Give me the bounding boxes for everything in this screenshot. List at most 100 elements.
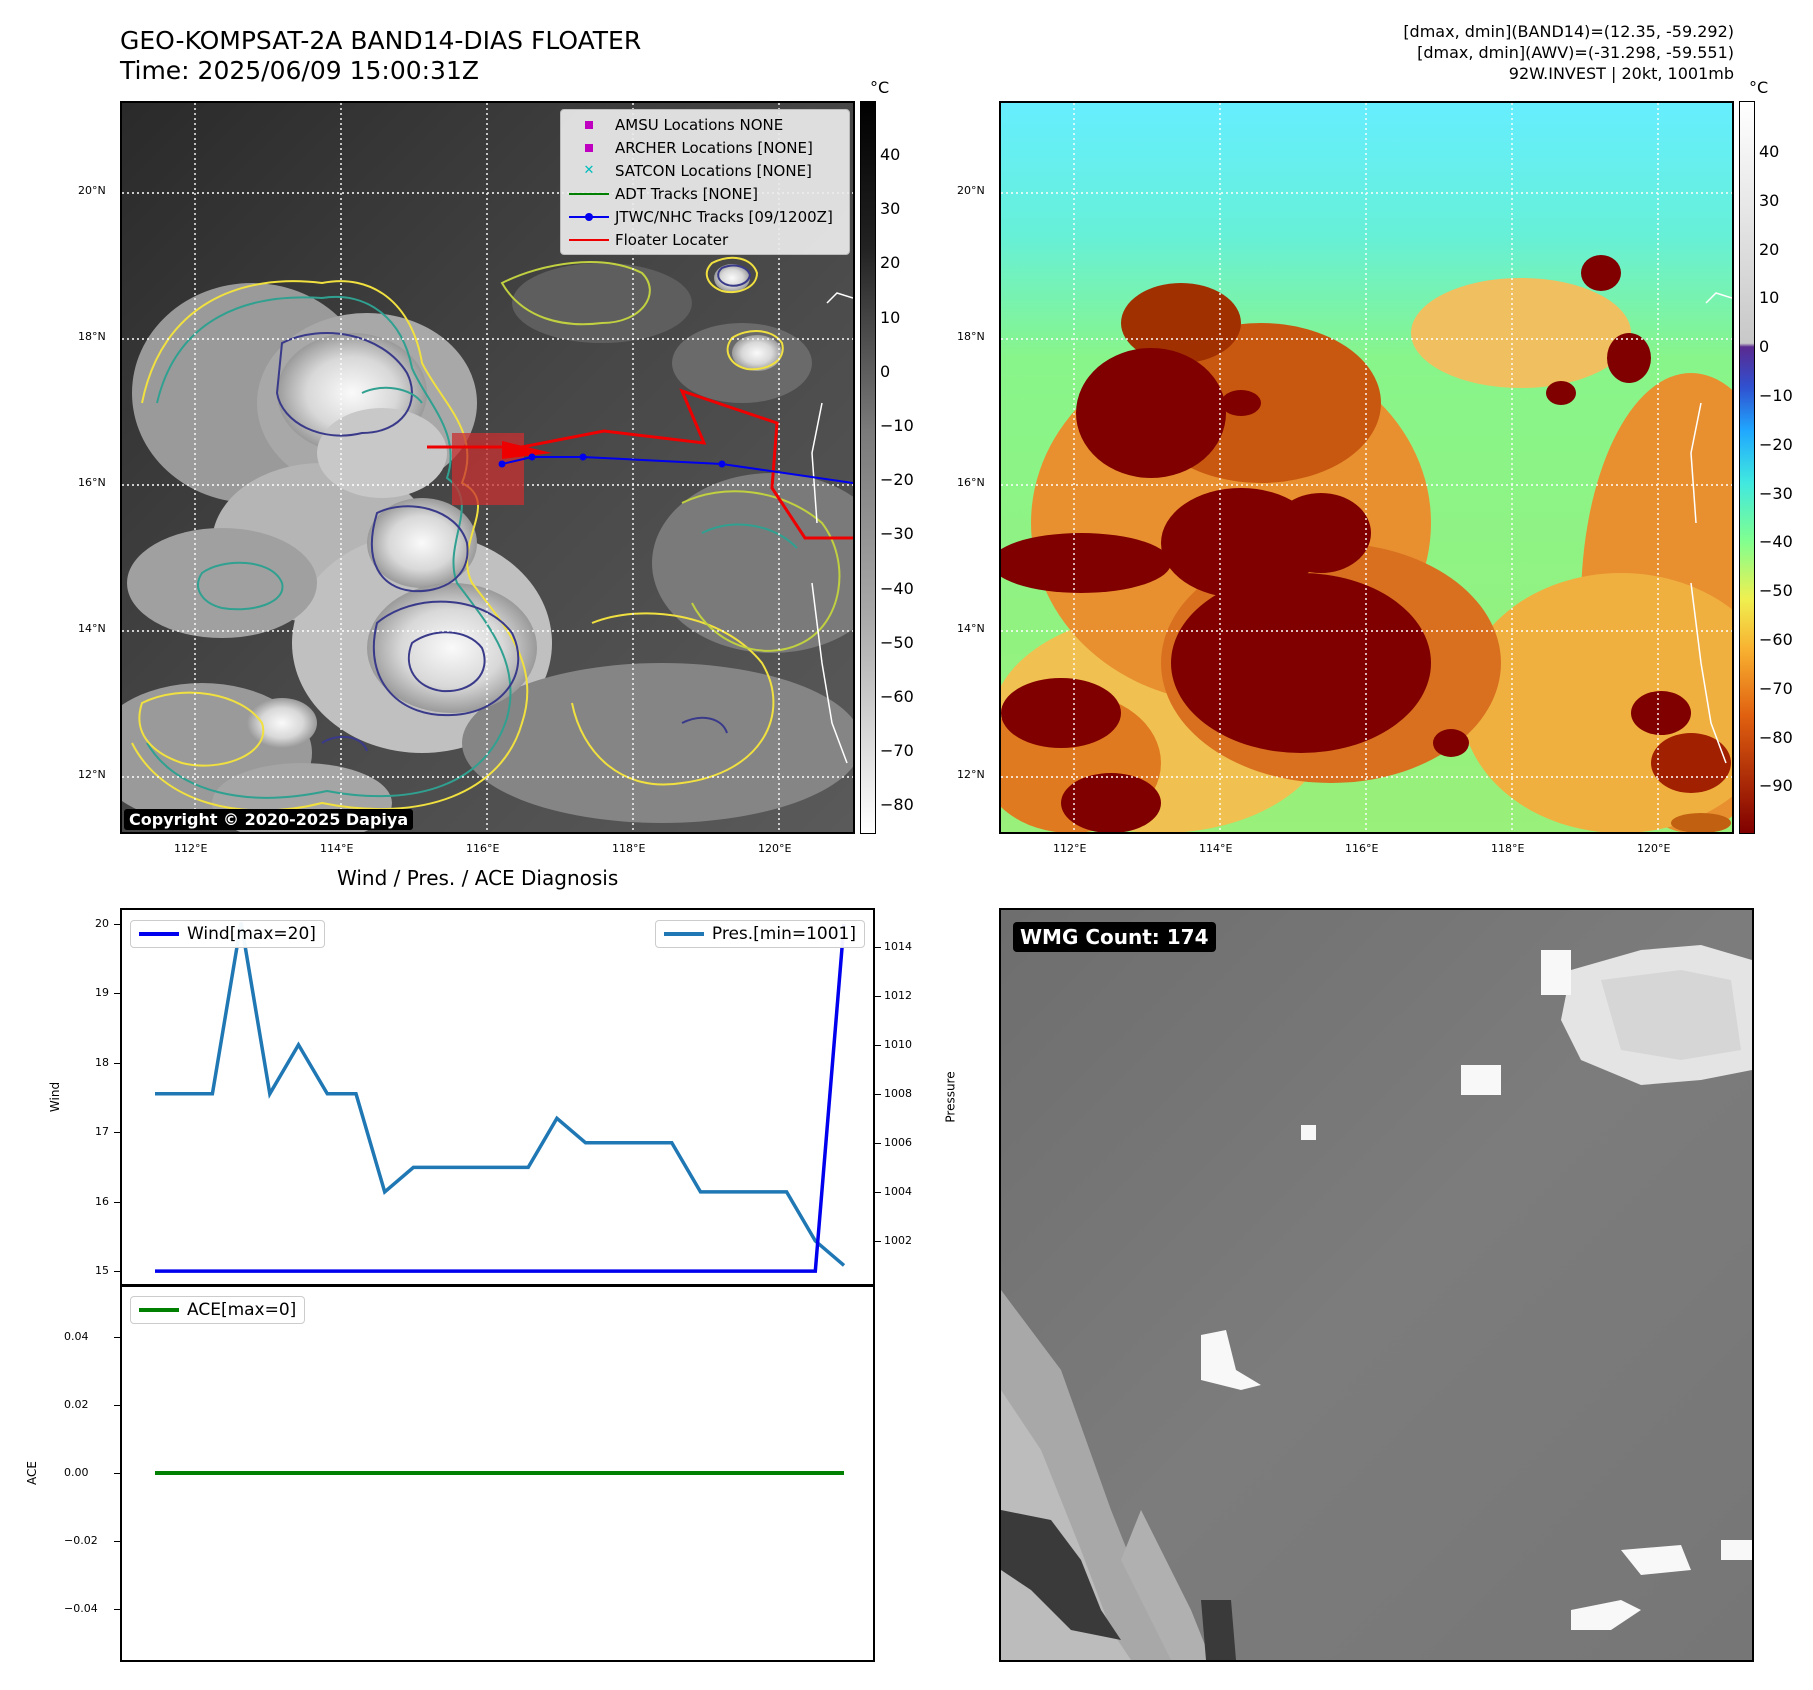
lat-label: 20°N <box>957 184 985 197</box>
jtwc-track <box>498 453 853 484</box>
lat-label: 20°N <box>78 184 106 197</box>
line-marker-icon <box>569 234 609 246</box>
square-marker-icon <box>569 119 609 131</box>
legend-item-satcon: ✕ SATCON Locations [NONE] <box>561 159 849 182</box>
awv-map-panel <box>999 101 1734 834</box>
lon-label: 114°E <box>1199 842 1233 855</box>
wind-pres-svg <box>155 922 846 1273</box>
pres-tick-mark <box>875 1191 881 1193</box>
pressure-series-line <box>155 922 846 1267</box>
ir-contours <box>131 256 841 812</box>
colorbar-tick-label: −70 <box>1759 678 1793 698</box>
colorbar-tick-label: −80 <box>880 795 914 815</box>
colorbar-tick-label: −70 <box>880 741 914 761</box>
colorbar-tick-label: −10 <box>880 416 914 435</box>
ace-tick-label: −0.04 <box>64 1602 98 1615</box>
ace-svg <box>155 1471 844 1475</box>
colorbar-tick-label: −40 <box>880 578 914 598</box>
colorbar-tick-label: −80 <box>1759 727 1793 747</box>
ace-tick-mark <box>114 1405 120 1406</box>
wind-line-icon <box>139 932 179 936</box>
ace-tick-label: 0.00 <box>64 1466 89 1479</box>
ir-map-panel: AMSU Locations NONE ARCHER Locations [NO… <box>120 101 855 834</box>
wmg-panel: WMG Count: 174 <box>999 908 1754 1662</box>
wind-tick-label: 18 <box>95 1055 109 1069</box>
colorbar-tick-label: 10 <box>1759 288 1780 308</box>
ir-map-legend: AMSU Locations NONE ARCHER Locations [NO… <box>560 109 850 255</box>
wind-tick-label: 19 <box>95 986 109 1000</box>
colorbar-tick-label: 30 <box>1759 190 1780 210</box>
colorbar-tick-label: −50 <box>1759 581 1793 601</box>
lat-label: 16°N <box>78 476 106 489</box>
lon-label: 118°E <box>612 842 646 855</box>
colorbar-tick-label: −20 <box>1759 434 1793 454</box>
lat-label: 12°N <box>957 768 985 781</box>
colorbar-tick-label: −60 <box>1759 630 1793 649</box>
colorbar-tick-label: 40 <box>1759 142 1780 161</box>
pres-line-icon <box>663 932 704 936</box>
awv-moisture-shapes <box>1001 255 1732 832</box>
copyright-badge: Copyright © 2020-2025 Dapiya <box>124 809 414 830</box>
colorbar-tick-label: −60 <box>880 687 914 706</box>
lat-label: 14°N <box>957 622 985 635</box>
colorbar-tick-label: −50 <box>880 632 914 652</box>
lon-label: 120°E <box>758 842 792 855</box>
ace-tick-label: −0.02 <box>64 1534 98 1547</box>
ace-tick-label: 0.04 <box>64 1330 89 1343</box>
lat-label: 12°N <box>78 768 106 781</box>
lon-label: 118°E <box>1491 842 1525 855</box>
wind-tick-mark <box>114 1201 120 1203</box>
diagnosis-title: Wind / Pres. / ACE Diagnosis <box>337 866 619 890</box>
awv-gridlines <box>1001 103 1732 832</box>
pres-tick-label: 1004 <box>884 1184 912 1198</box>
wind-axis-label: Wind <box>48 1081 63 1113</box>
awv-coastline <box>1690 292 1732 764</box>
lat-label: 16°N <box>957 476 985 489</box>
ir-coastline <box>811 292 853 764</box>
legend-item-adt: ADT Tracks [NONE] <box>561 182 849 205</box>
pres-tick-mark <box>875 995 881 997</box>
floater-arrow <box>502 441 552 459</box>
info-storm: 92W.INVEST | 20kt, 1001mb <box>1508 64 1734 83</box>
lon-label: 116°E <box>1345 842 1379 855</box>
wind-tick-label: 15 <box>95 1264 109 1278</box>
pres-tick-label: 1012 <box>884 988 912 1002</box>
awv-colorbar <box>1739 101 1755 834</box>
colorbar-tick-label: −20 <box>880 470 914 490</box>
wmg-image <box>1001 910 1752 1660</box>
colorbar-tick-label: −30 <box>880 524 914 544</box>
pres-tick-label: 1014 <box>884 939 912 953</box>
wind-tick-label: 16 <box>95 1194 109 1208</box>
legend-item-archer: ARCHER Locations [NONE] <box>561 136 849 159</box>
wmg-count-badge: WMG Count: 174 <box>1013 922 1216 952</box>
lon-label: 114°E <box>320 842 354 855</box>
pres-tick-mark <box>875 1044 881 1046</box>
ace-line-icon <box>139 1308 179 1312</box>
pres-axis-label: Pressure <box>943 1071 958 1123</box>
ace-legend: ACE[max=0] <box>130 1296 306 1324</box>
awv-map-image <box>1001 103 1732 832</box>
pres-tick-label: 1002 <box>884 1233 912 1247</box>
lon-label: 120°E <box>1637 842 1671 855</box>
floater-locater-track <box>427 388 853 540</box>
ace-tick-mark <box>114 1609 120 1610</box>
colorbar-tick-label: −10 <box>1759 386 1793 405</box>
colorbar-tick-label: 30 <box>880 199 901 219</box>
wind-pres-plot: Wind[max=20] Pres.[min=1001] <box>120 908 875 1287</box>
colorbar-tick-label: 0 <box>1759 337 1770 357</box>
colorbar-tick-label: 40 <box>880 145 901 164</box>
wind-tick-label: 20 <box>95 916 109 930</box>
chart-title: GEO-KOMPSAT-2A BAND14-DIAS FLOATER <box>120 26 642 55</box>
info-awv-range: [dmax, dmin](AWV)=(-31.298, -59.551) <box>1417 43 1734 62</box>
pres-legend: Pres.[min=1001] <box>654 920 865 948</box>
legend-item-amsu: AMSU Locations NONE <box>561 113 849 136</box>
x-marker-icon: ✕ <box>583 163 595 178</box>
ace-tick-label: 0.02 <box>64 1398 89 1411</box>
line-marker-icon <box>569 188 609 200</box>
line-dot-marker-icon <box>569 211 609 223</box>
lat-label: 18°N <box>957 330 985 343</box>
lat-label: 14°N <box>78 622 106 635</box>
wind-tick-label: 17 <box>95 1125 109 1139</box>
ir-colorbar-unit: °C <box>870 78 890 97</box>
lon-label: 116°E <box>466 842 500 855</box>
